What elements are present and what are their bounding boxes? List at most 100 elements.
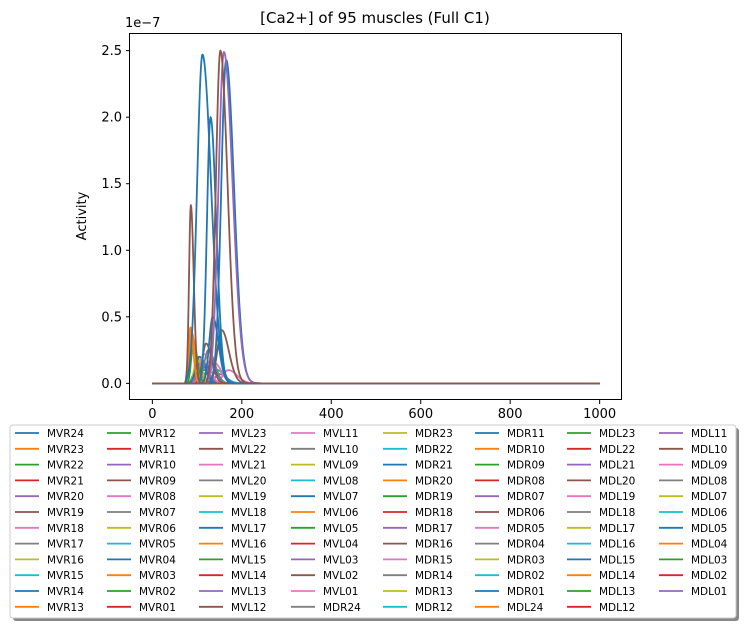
x-axis: 0 200 400 600 800 1000 [148,400,616,422]
legend-entry: MVR07 [107,507,176,519]
legend-entry: MVR21 [15,475,84,487]
y-axis-label: Activity [75,191,90,240]
legend-entry: MVL11 [291,428,358,440]
legend-entry: MVL21 [199,460,266,472]
legend-label: MVR15 [47,570,84,582]
legend-label: MDL21 [599,460,635,472]
legend-entry: MVR15 [15,570,84,582]
legend-label: MDR13 [415,586,453,598]
legend-entry: MDR02 [475,570,545,582]
legend-entry: MVR02 [107,586,176,598]
legend-label: MDL24 [507,602,544,614]
legend-label: MDR11 [507,428,545,440]
legend-label: MVL11 [323,428,358,440]
legend-label: MDL03 [691,554,727,566]
legend-label: MDL01 [691,586,727,598]
legend-entry: MVR16 [15,554,84,566]
legend-label: MVL19 [231,491,266,503]
legend-label: MVL18 [231,507,266,519]
y-tick-label: 1.5 [101,177,122,192]
legend-label: MDL07 [691,491,727,503]
y-tick-label: 0.0 [101,377,122,392]
legend-entry: MDR18 [383,507,453,519]
legend-label: MDR21 [415,460,453,472]
legend-label: MVR12 [139,428,176,440]
legend-entry: MDR12 [383,602,453,614]
legend-label: MDL06 [691,507,728,519]
legend-label: MVR09 [139,475,176,487]
legend-entry: MVL23 [199,428,266,440]
legend-entry: MDL01 [659,586,727,598]
legend-entry: MDL23 [567,428,635,440]
legend-label: MDL08 [691,475,727,487]
legend-label: MVR01 [139,602,176,614]
legend-label: MDR15 [415,554,453,566]
legend-entry: MDR16 [383,539,453,551]
legend-entry: MVL05 [291,523,358,535]
legend-entry: MDL08 [659,475,727,487]
x-tick-label: 600 [408,407,433,422]
legend-label: MVR14 [47,586,84,598]
legend-label: MDR10 [507,444,545,456]
y-tick-label: 2.0 [101,111,122,126]
x-tick-label: 800 [498,407,523,422]
legend-label: MDL18 [599,507,635,519]
legend-entry: MVR05 [107,539,176,551]
legend-entry: MVR03 [107,570,176,582]
legend-label: MDR02 [507,570,545,582]
legend-entry: MVR11 [107,444,176,456]
legend-entry: MDR07 [475,491,545,503]
y-tick-label: 2.5 [101,44,122,59]
x-tick-label: 1000 [583,407,616,422]
legend-label: MVL16 [231,539,267,551]
legend-label: MDR08 [507,475,545,487]
legend-entry: MVR14 [15,586,84,598]
legend-entry: MVL14 [199,570,267,582]
legend-entry: MVL13 [199,586,266,598]
legend-entry: MDR22 [383,444,453,456]
legend-entry: MDR13 [383,586,453,598]
y-axis: 0.0 0.5 1.0 1.5 2.0 2.5 [101,44,130,392]
legend-label: MVR03 [139,570,176,582]
x-tick-label: 400 [319,407,344,422]
legend-label: MVR23 [47,444,84,456]
legend-entry: MDL04 [659,539,728,551]
legend-entry: MDR11 [475,428,545,440]
legend-label: MVL09 [323,460,358,472]
legend-label: MVL06 [323,507,359,519]
legend-entry: MVR10 [107,460,176,472]
legend-label: MDR05 [507,523,545,535]
legend-label: MVL03 [323,554,358,566]
legend-entry: MDL12 [567,602,635,614]
legend-entry: MVR18 [15,523,84,535]
legend-label: MVR04 [139,554,176,566]
legend-label: MDR07 [507,491,545,503]
legend-label: MDR12 [415,602,453,614]
legend-label: MVL14 [231,570,267,582]
legend-entry: MVL09 [291,460,358,472]
legend-entry: MVR17 [15,539,84,551]
y-tick-label: 1.0 [101,244,122,259]
legend-entry: MDL21 [567,460,635,472]
legend-entry: MDL05 [659,523,727,535]
legend-label: MVL10 [323,444,358,456]
legend-entry: MDR17 [383,523,453,535]
legend-entry: MDL24 [475,602,544,614]
legend-label: MVR13 [47,602,84,614]
legend-entry: MVL20 [199,475,266,487]
legend-label: MVL05 [323,523,358,535]
legend-label: MVL07 [323,491,358,503]
legend-entry: MVL01 [291,586,358,598]
legend-label: MDR17 [415,523,453,535]
legend-entry: MDR01 [475,586,545,598]
legend-entry: MVL08 [291,475,358,487]
legend-label: MVR07 [139,507,176,519]
legend-label: MDL04 [691,539,728,551]
legend-label: MVL12 [231,602,266,614]
legend-label: MVR17 [47,539,84,551]
legend-label: MDR22 [415,444,453,456]
legend-entry: MDR03 [475,554,545,566]
legend-label: MVL20 [231,475,266,487]
legend-label: MVR02 [139,586,176,598]
